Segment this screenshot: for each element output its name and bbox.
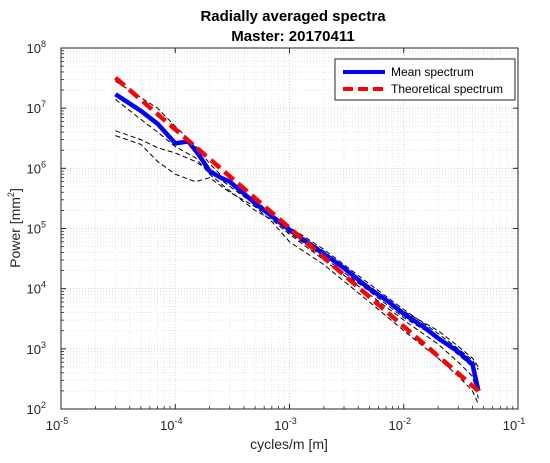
x-tick-label: 10-2 — [389, 416, 411, 433]
y-tick-label: 105 — [27, 220, 46, 237]
series-theoretical-spectrum-line — [114, 76, 480, 393]
x-tick-label: 10-4 — [160, 416, 182, 433]
sample-spectrum-line-3 — [115, 99, 479, 399]
y-tick-label: 104 — [27, 280, 46, 297]
x-axis-label: cycles/m [m] — [250, 436, 328, 452]
chart-subtitle: Master: 20170411 — [231, 28, 354, 45]
x-tick-labels: 10-5 10-4 10-3 10-2 10-1 — [46, 416, 525, 433]
y-tick-label: 108 — [27, 39, 46, 56]
legend-label-theoretical: Theoretical spectrum — [391, 82, 503, 96]
sample-spectrum-line-2 — [115, 80, 479, 370]
y-tick-label: 102 — [27, 400, 46, 417]
x-tick-label: 10-5 — [46, 416, 68, 433]
series-layer — [114, 76, 481, 405]
x-tick-label: 10-1 — [503, 416, 525, 433]
y-tick-label: 107 — [27, 99, 46, 116]
chart-title: Radially averaged spectra — [200, 8, 386, 25]
legend: Mean spectrum Theoretical spectrum — [334, 58, 516, 101]
y-axis-label: Power [mm2] — [6, 188, 23, 268]
y-tick-label: 106 — [27, 159, 46, 176]
y-tick-label: 103 — [27, 340, 46, 357]
legend-label-mean: Mean spectrum — [391, 65, 474, 79]
legend-box — [334, 58, 516, 101]
x-tick-label: 10-3 — [274, 416, 296, 433]
y-tick-labels: 102 103 104 105 106 107 108 — [27, 39, 46, 417]
tick-marks — [60, 47, 519, 410]
